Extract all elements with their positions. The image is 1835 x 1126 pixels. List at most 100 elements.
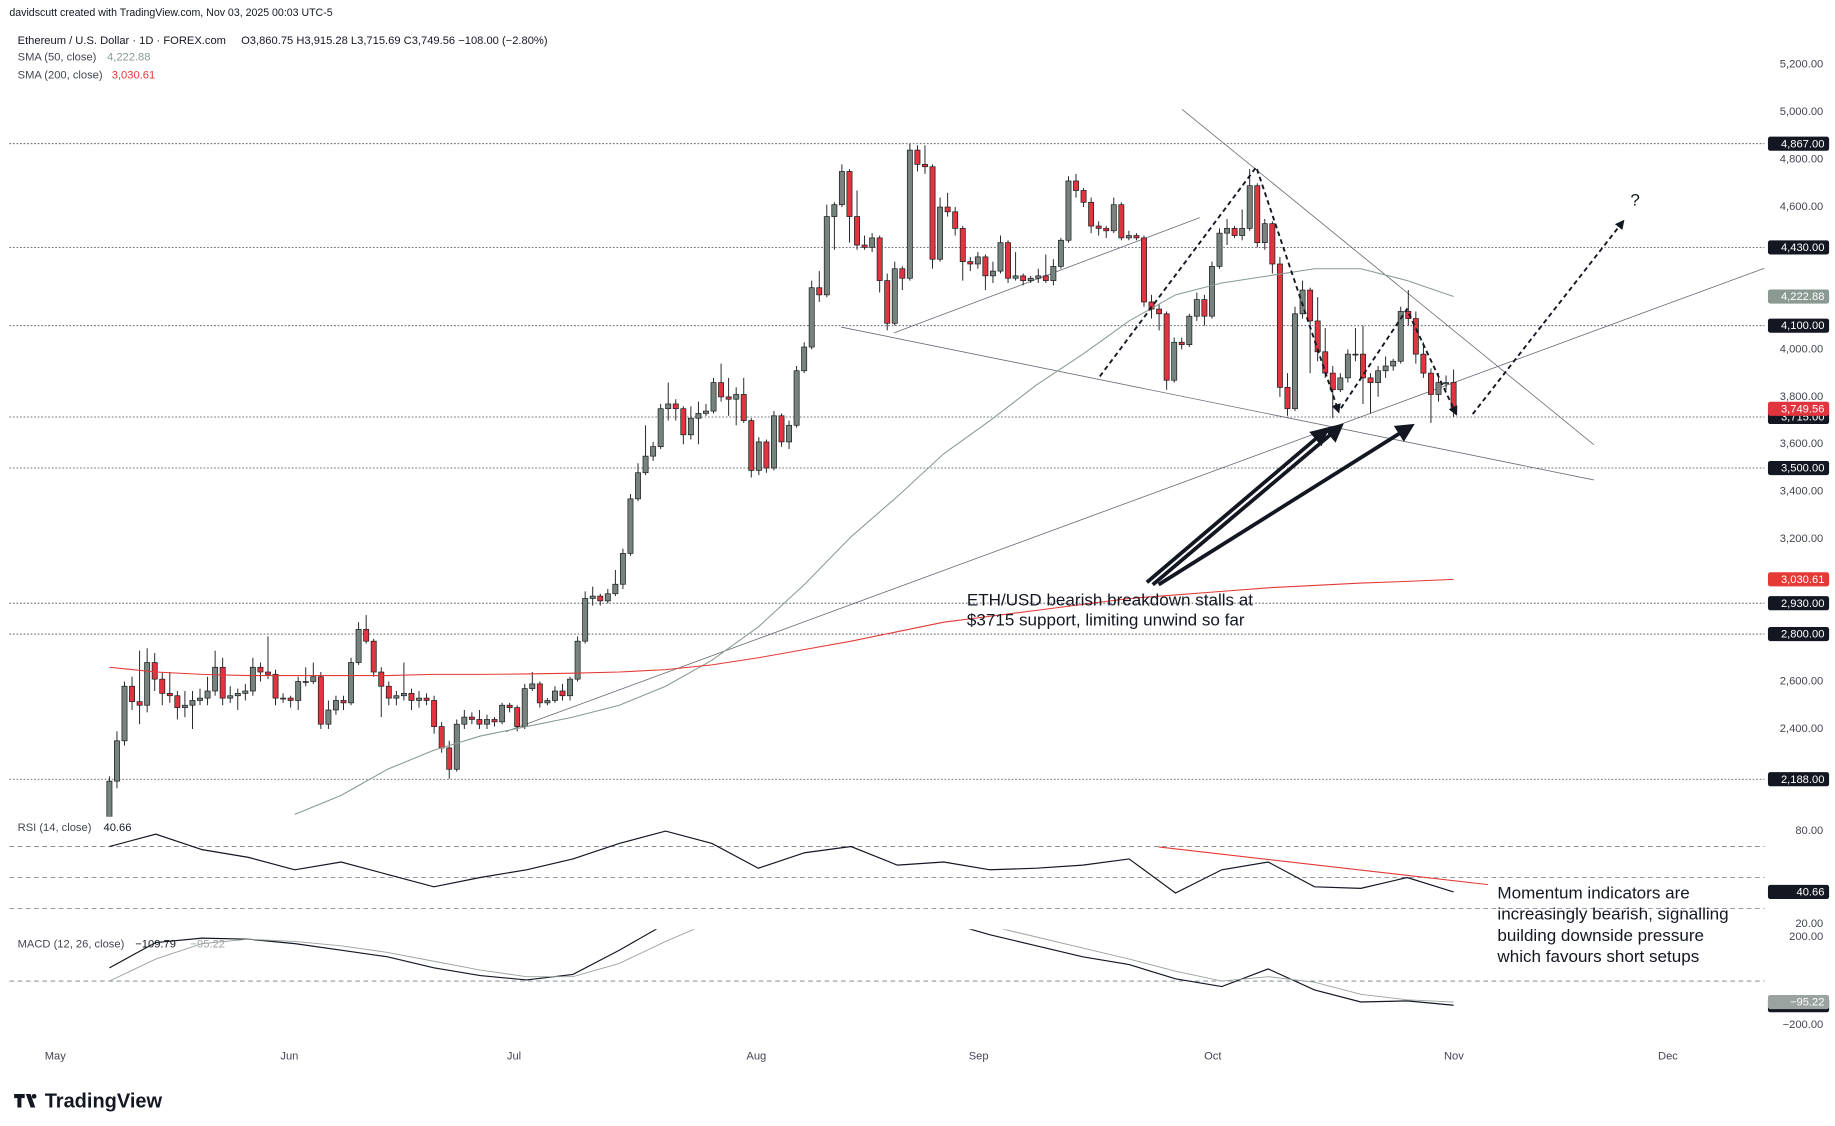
- candle-body: [672, 403, 679, 410]
- logo-text: TradingView: [45, 1090, 163, 1112]
- candle-body: [1292, 313, 1298, 410]
- candle-body: [204, 690, 211, 699]
- candle-body: [242, 690, 249, 694]
- annotation: Momentum indicators are: [1497, 884, 1689, 903]
- candle-body: [899, 268, 906, 279]
- candle-body: [453, 723, 460, 770]
- candle-body: [1390, 360, 1397, 367]
- candle-body: [1375, 370, 1382, 383]
- candle-body: [1042, 275, 1049, 281]
- y-tick-label: 5,200.00: [1780, 59, 1823, 71]
- candle-body: [1163, 313, 1170, 381]
- trendline: [893, 217, 1200, 334]
- candle-body: [1193, 299, 1200, 317]
- price-label: 4,100.00: [1781, 320, 1824, 332]
- candles: [106, 143, 1457, 817]
- y-tick-label: 200.00: [1789, 931, 1823, 943]
- candle-body: [295, 681, 302, 701]
- candle-body: [906, 149, 913, 279]
- candle-body: [1337, 377, 1344, 391]
- candle-body: [257, 666, 264, 673]
- candle-body: [635, 472, 641, 500]
- drawings-top: [1099, 165, 1625, 886]
- candle-body: [521, 688, 528, 727]
- candle-body: [854, 216, 860, 246]
- price-label-box: [1767, 240, 1830, 255]
- candle-body: [1020, 275, 1027, 281]
- dashed-arrow: [1340, 307, 1458, 416]
- y-tick-label: 4,600.00: [1780, 201, 1823, 213]
- candle-body: [1118, 204, 1125, 239]
- candle-body: [990, 270, 996, 277]
- x-tick-label: Aug: [746, 1050, 766, 1062]
- arrow: [1151, 423, 1344, 587]
- candle-body: [952, 211, 959, 229]
- candle-body: [227, 695, 234, 699]
- price-label: 40.66: [1796, 887, 1824, 899]
- candle-body: [416, 697, 422, 701]
- candle-body: [265, 671, 271, 675]
- candle-body: [310, 676, 317, 682]
- sma-line: [109, 578, 1454, 677]
- candle-body: [1269, 223, 1276, 265]
- candle-body: [589, 595, 596, 599]
- price-label: 4,867.00: [1781, 138, 1824, 150]
- price-label-box: [1767, 596, 1830, 611]
- candle-body: [249, 666, 256, 692]
- candle-body: [197, 697, 203, 701]
- candle-body: [1360, 353, 1366, 379]
- y-tick-label: 5,000.00: [1780, 106, 1823, 118]
- legend-name: SMA (200, close): [18, 69, 103, 81]
- candle-body: [114, 740, 120, 782]
- candle-body: [1095, 225, 1102, 229]
- price-label: 3,030.61: [1781, 574, 1824, 586]
- candle-body: [1171, 341, 1178, 381]
- candle-body: [778, 415, 785, 443]
- candle-body: [718, 382, 725, 398]
- candle-body: [922, 164, 928, 168]
- candle-body: [174, 695, 181, 708]
- candle-body: [423, 697, 430, 701]
- x-tick-label: Oct: [1204, 1050, 1222, 1062]
- annotation: building downside pressure: [1497, 926, 1704, 945]
- candle-body: [1322, 351, 1329, 374]
- candle-body: [468, 716, 475, 720]
- candle-body: [514, 707, 521, 727]
- candle-body: [121, 685, 128, 742]
- annotation: $3715 support, limiting unwind so far: [967, 611, 1245, 630]
- x-tick-label: Jul: [507, 1050, 521, 1062]
- price-label-box: [1767, 401, 1830, 416]
- candle-body: [529, 683, 536, 689]
- candle-body: [1276, 263, 1283, 388]
- candle-body: [914, 149, 921, 165]
- candle-body: [438, 726, 445, 749]
- candle-body: [1103, 228, 1110, 232]
- candle-body: [793, 370, 800, 426]
- y-tick-label: 2,400.00: [1780, 723, 1823, 735]
- rsi-trendline: [1158, 846, 1489, 886]
- candle-body: [1239, 228, 1246, 236]
- candle-body: [1420, 353, 1427, 374]
- candle-body: [710, 382, 717, 412]
- price-label: 4,430.00: [1781, 242, 1824, 254]
- logo-dot: [31, 1093, 37, 1099]
- trendline: [1181, 109, 1595, 445]
- price-label-box: [1767, 289, 1830, 304]
- legend-value: 3,030.61: [112, 69, 155, 81]
- candle-body: [582, 598, 589, 642]
- candle-body: [642, 455, 649, 474]
- candle-body: [559, 690, 566, 697]
- candle-body: [1156, 308, 1163, 315]
- rsi-value: 40.66: [104, 822, 132, 834]
- price-label-box: [1767, 136, 1830, 151]
- candle-body: [370, 640, 377, 673]
- credit: davidscutt created with TradingView.com,…: [9, 7, 332, 19]
- candle-body: [166, 693, 173, 697]
- price-label: 2,930.00: [1781, 598, 1824, 610]
- candle-body: [838, 171, 845, 206]
- candle-body: [1344, 353, 1351, 379]
- price-label-box: [1767, 460, 1830, 476]
- candle-body: [151, 662, 158, 680]
